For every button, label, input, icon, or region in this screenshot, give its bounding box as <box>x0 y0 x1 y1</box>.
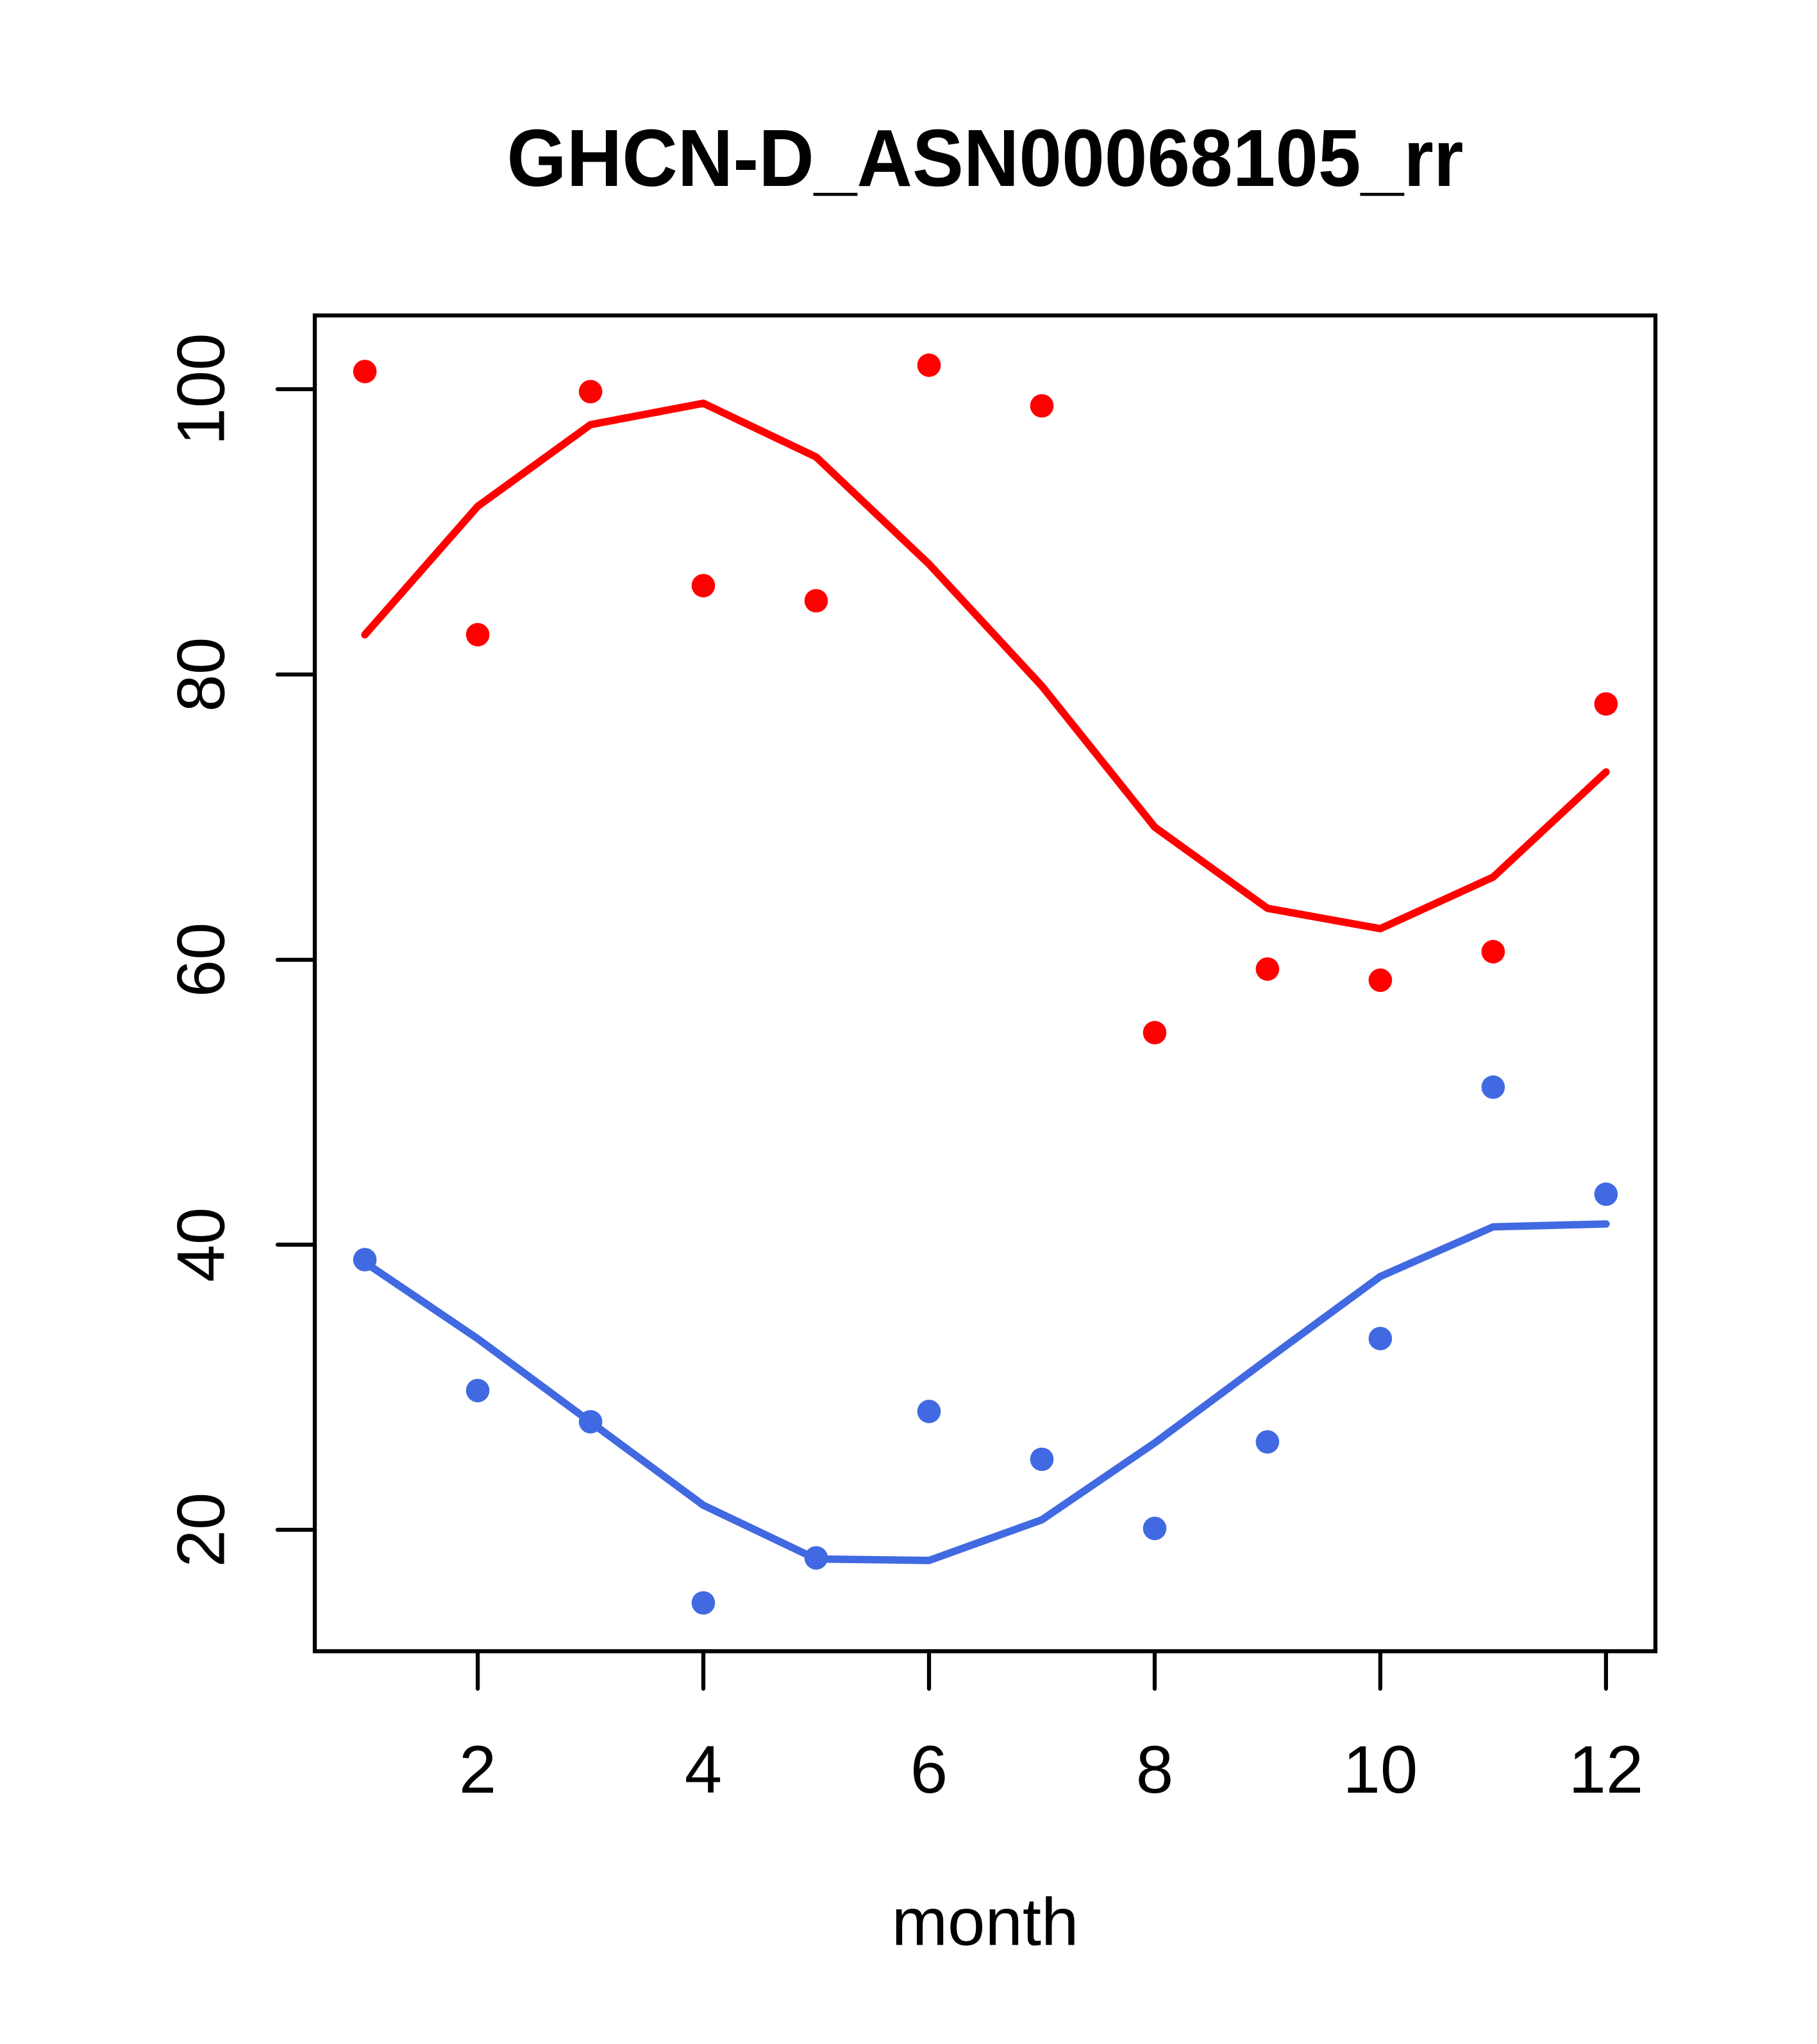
svg-text:40: 40 <box>163 1207 239 1282</box>
svg-text:10: 10 <box>1343 1732 1418 1807</box>
svg-text:4: 4 <box>685 1732 722 1807</box>
svg-text:12: 12 <box>1569 1732 1644 1807</box>
svg-text:8: 8 <box>1136 1732 1173 1807</box>
svg-text:6: 6 <box>910 1732 948 1807</box>
svg-text:month: month <box>892 1885 1079 1960</box>
svg-text:60: 60 <box>163 923 239 998</box>
svg-text:100: 100 <box>163 333 239 445</box>
svg-text:GHCN-D_ASN00068105_rr: GHCN-D_ASN00068105_rr <box>507 113 1464 203</box>
svg-text:20: 20 <box>163 1493 239 1568</box>
svg-text:2: 2 <box>459 1732 496 1807</box>
svg-text:80: 80 <box>163 637 239 712</box>
